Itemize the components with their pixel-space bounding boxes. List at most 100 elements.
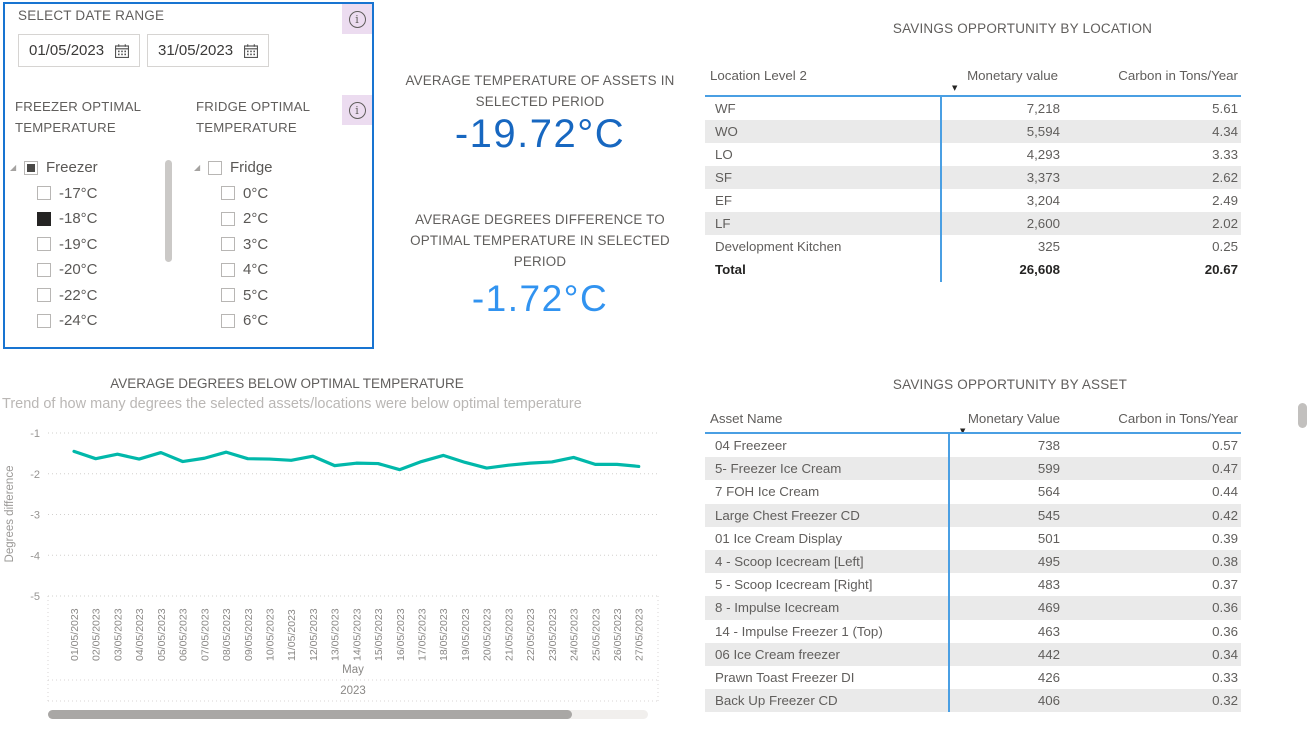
table-cell[interactable]: 406 [1037, 693, 1060, 709]
table-cell[interactable]: 325 [1037, 239, 1060, 254]
table-cell[interactable]: 7,218 [1026, 101, 1060, 116]
table-cell[interactable]: 26,608 [1019, 262, 1060, 277]
checkbox[interactable] [37, 186, 51, 201]
table-cell[interactable]: 483 [1037, 577, 1060, 593]
table-row[interactable]: 5- Freezer Ice Cream 599 0.47 [705, 457, 1241, 481]
table-row[interactable]: 01 Ice Cream Display 501 0.39 [705, 527, 1241, 550]
table-row[interactable]: WO 5,594 4.34 [705, 120, 1241, 143]
table-cell[interactable]: Total [715, 262, 746, 277]
table-row[interactable]: LF 2,600 2.02 [705, 212, 1241, 235]
checkbox[interactable] [221, 211, 235, 226]
table-row[interactable]: LO 4,293 3.33 [705, 143, 1241, 166]
table-cell[interactable]: 0.32 [1212, 693, 1238, 709]
table-cell[interactable]: 501 [1037, 530, 1060, 546]
table-cell[interactable]: 20.67 [1204, 262, 1238, 277]
table-cell[interactable]: 3.33 [1212, 147, 1238, 162]
column-header-monetary-value[interactable]: Monetary value [967, 68, 1058, 83]
table-cell[interactable]: 5 - Scoop Icecream [Right] [715, 577, 873, 593]
tree-item[interactable]: -22°C [10, 283, 165, 309]
table-cell[interactable]: 0.39 [1212, 530, 1238, 546]
table-cell[interactable]: 495 [1037, 554, 1060, 570]
table-row[interactable]: EF 3,204 2.49 [705, 189, 1241, 212]
tree-item[interactable]: -18°C [10, 206, 165, 232]
table-row[interactable]: 7 FOH Ice Cream 564 0.44 [705, 480, 1241, 503]
table-cell[interactable]: 469 [1037, 600, 1060, 616]
table-cell[interactable]: WF [715, 101, 736, 116]
start-date-input[interactable]: 01/05/2023 [18, 34, 140, 67]
table-row[interactable]: Prawn Toast Freezer DI 426 0.33 [705, 666, 1241, 689]
table-cell[interactable]: 564 [1037, 484, 1060, 500]
checkbox[interactable] [208, 160, 222, 175]
table-cell[interactable]: Prawn Toast Freezer DI [715, 669, 855, 685]
table-cell[interactable]: 0.25 [1212, 239, 1238, 254]
table-row[interactable]: Back Up Freezer CD 406 0.32 [705, 689, 1241, 713]
table-row[interactable]: 5 - Scoop Icecream [Right] 483 0.37 [705, 573, 1241, 596]
table-cell[interactable]: 0.33 [1212, 669, 1238, 685]
tree-parent-item[interactable]: ◢ Freezer [10, 155, 165, 181]
table-cell[interactable]: 7 FOH Ice Cream [715, 484, 820, 500]
table-cell[interactable]: 426 [1037, 669, 1060, 685]
asset-table-scrollbar[interactable] [1298, 403, 1307, 428]
table-cell[interactable]: 04 Freezeer [715, 438, 787, 454]
table-cell[interactable]: Development Kitchen [715, 239, 842, 254]
tree-item[interactable]: 4°C [194, 257, 349, 283]
table-cell[interactable]: 01 Ice Cream Display [715, 530, 843, 546]
tree-item[interactable]: 0°C [194, 181, 349, 207]
tree-item[interactable]: -19°C [10, 232, 165, 258]
table-cell[interactable]: 5.61 [1212, 101, 1238, 116]
table-row[interactable]: Development Kitchen 325 0.25 [705, 235, 1241, 258]
table-cell[interactable]: WO [715, 124, 738, 139]
table-cell[interactable]: 2.49 [1212, 193, 1238, 208]
table-cell[interactable]: 599 [1037, 461, 1060, 477]
expand-icon[interactable]: ◢ [10, 163, 17, 173]
table-cell[interactable]: LF [715, 216, 731, 231]
info-button[interactable]: i [342, 95, 372, 125]
table-row[interactable]: 8 - Impulse Icecream 469 0.36 [705, 596, 1241, 620]
table-cell[interactable]: 545 [1037, 507, 1060, 523]
table-cell[interactable]: 2.62 [1212, 170, 1238, 185]
tree-item[interactable]: -24°C [10, 308, 165, 334]
info-button[interactable]: i [342, 4, 372, 34]
table-row[interactable]: 06 Ice Cream freezer 442 0.34 [705, 642, 1241, 666]
table-cell[interactable]: 0.42 [1212, 507, 1238, 523]
table-row[interactable]: 4 - Scoop Icecream [Left] 495 0.38 [705, 549, 1241, 574]
checkbox[interactable] [37, 262, 51, 277]
tree-item[interactable]: 5°C [194, 283, 349, 309]
tree-item[interactable]: 2°C [194, 206, 349, 232]
tree-item[interactable]: 3°C [194, 232, 349, 258]
column-header-carbon[interactable]: Carbon in Tons/Year [1118, 411, 1238, 426]
tree-item[interactable]: -17°C [10, 181, 165, 207]
tree-item[interactable]: -20°C [10, 257, 165, 283]
table-cell[interactable]: 442 [1037, 646, 1060, 662]
column-header-asset-name[interactable]: Asset Name [710, 411, 783, 426]
column-header-location[interactable]: Location Level 2 [710, 68, 807, 83]
table-cell[interactable]: 463 [1037, 623, 1060, 639]
table-cell[interactable]: 0.47 [1212, 461, 1238, 477]
expand-icon[interactable]: ◢ [194, 163, 201, 173]
checkbox[interactable] [221, 288, 235, 303]
checkbox[interactable] [37, 237, 51, 252]
checkbox[interactable] [37, 211, 51, 226]
table-cell[interactable]: 5,594 [1026, 124, 1060, 139]
table-cell[interactable]: 0.36 [1212, 623, 1238, 639]
freezer-list-scrollbar[interactable] [165, 160, 172, 262]
table-cell[interactable]: 3,204 [1026, 193, 1060, 208]
table-cell[interactable]: SF [715, 170, 732, 185]
table-cell[interactable]: 4,293 [1026, 147, 1060, 162]
table-cell[interactable]: 2,600 [1026, 216, 1060, 231]
table-cell[interactable]: LO [715, 147, 733, 162]
table-cell[interactable]: 0.34 [1212, 646, 1238, 662]
table-cell[interactable]: EF [715, 193, 732, 208]
table-cell[interactable]: 06 Ice Cream freezer [715, 646, 840, 662]
table-cell[interactable]: 0.37 [1212, 577, 1238, 593]
tree-parent-item[interactable]: ◢ Fridge [194, 155, 349, 181]
table-cell[interactable]: 0.38 [1212, 554, 1238, 570]
table-cell[interactable]: 0.57 [1212, 438, 1238, 454]
table-row[interactable]: 04 Freezeer 738 0.57 [705, 434, 1241, 457]
table-cell[interactable]: 4 - Scoop Icecream [Left] [715, 554, 864, 570]
checkbox[interactable] [221, 237, 235, 252]
column-header-monetary-value[interactable]: Monetary Value [967, 411, 1060, 426]
tree-item[interactable]: 6°C [194, 308, 349, 334]
table-cell[interactable]: 0.44 [1212, 484, 1238, 500]
table-cell[interactable]: 14 - Impulse Freezer 1 (Top) [715, 623, 883, 639]
